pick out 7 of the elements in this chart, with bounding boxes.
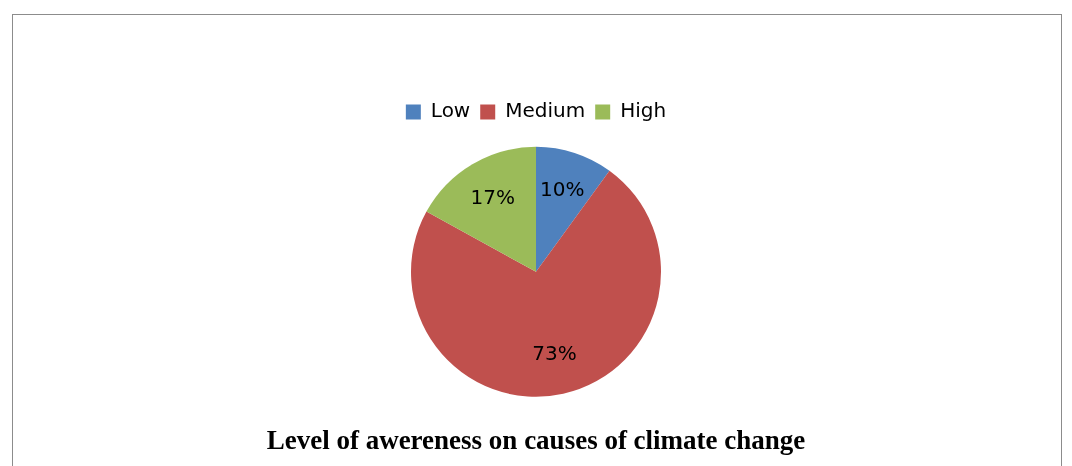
data-label: 17% bbox=[470, 184, 515, 209]
legend-label: Medium bbox=[505, 98, 586, 123]
legend-label: High bbox=[620, 98, 667, 123]
data-label: 10% bbox=[540, 177, 585, 202]
data-label: 73% bbox=[532, 340, 577, 365]
legend-label: Low bbox=[430, 98, 471, 123]
text: Level of awereness on causes of climate change bbox=[266, 424, 806, 455]
